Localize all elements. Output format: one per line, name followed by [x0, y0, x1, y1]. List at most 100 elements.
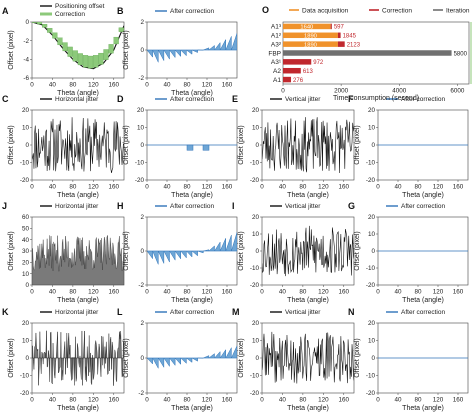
x-tick-label: 120: [202, 82, 213, 89]
panel-o: O Data acquisition Correction Iteration A1³ 1…: [262, 5, 472, 102]
x-tick-label: 120: [318, 289, 329, 296]
data-layer: [147, 144, 237, 151]
bar-value-label: 2123: [347, 42, 361, 48]
data-layer: [32, 235, 124, 285]
y-axis-label: Offset (pixel): [354, 125, 361, 165]
x-tick-label: 160: [109, 289, 120, 296]
panel-d: D After correction 0 40 80 120 160 -20 -10 0 10 20 T…: [117, 94, 238, 199]
x-tick-label: 0: [145, 397, 149, 404]
residual-tooth: [213, 41, 221, 51]
y-axis-label: Offset (pixel): [123, 231, 130, 271]
correction-step: [82, 55, 89, 68]
panel-g: G After correction 0 40 80 120 160 -20 -10 0 10 20 T…: [348, 201, 469, 304]
y-axis-label: Offset (pixel): [238, 338, 245, 378]
plot-frame: [31, 21, 125, 79]
x-tick-label: 160: [222, 289, 233, 296]
x-tick-label: 160: [222, 82, 233, 89]
residual-tooth: [152, 250, 159, 265]
residual-tooth: [225, 235, 232, 252]
x-tick-label: 40: [49, 397, 57, 404]
legend-label: Data acquisition: [302, 8, 349, 15]
panel-letter: G: [348, 201, 355, 211]
y-tick-label: 0: [140, 355, 144, 362]
jitter-line: [32, 117, 124, 174]
bar-acquisition: [283, 32, 338, 39]
x-axis-label: Theta (angle): [171, 297, 213, 304]
x-tick-label: 160: [339, 289, 350, 296]
bar-value-label: 613: [303, 69, 314, 75]
residual-tooth: [157, 357, 165, 369]
x-tick-label: 120: [433, 184, 444, 191]
x-tick-label: 4000: [392, 88, 407, 95]
y-tick-label: 20: [252, 107, 260, 114]
x-tick-label: 40: [279, 397, 287, 404]
residual-tooth: [219, 39, 226, 51]
y-tick-label: 20: [22, 260, 30, 267]
y-tick-label: 10: [368, 338, 376, 345]
data-layer: [147, 232, 237, 265]
y-tick-label: -10: [366, 160, 376, 167]
correction-step: [88, 55, 94, 69]
y-axis-label: Offset (pixel): [354, 231, 361, 271]
residual-tooth: [203, 355, 210, 359]
y-tick-label: 10: [252, 338, 260, 345]
residual-tooth: [152, 49, 159, 63]
x-tick-label: 0: [376, 289, 380, 296]
panel-letter: L: [117, 307, 123, 317]
x-tick-label: 0: [260, 397, 264, 404]
legend-label: After correction: [170, 8, 214, 15]
x-axis-label: Theta (angle): [171, 90, 213, 97]
x-tick-label: 2000: [334, 88, 349, 95]
x-axis-label: Theta (angle): [287, 297, 329, 304]
panel-letter: C: [2, 94, 9, 104]
legend-label: After correction: [170, 203, 214, 210]
category-label: A1²: [271, 33, 282, 40]
residual-tooth: [163, 250, 170, 263]
bar-value-label: 597: [334, 25, 345, 31]
correction-step: [72, 50, 78, 62]
data-layer: [262, 117, 354, 173]
residual-tooth: [185, 49, 193, 55]
legend-label: Correction: [55, 11, 85, 18]
residual-block: [202, 144, 210, 151]
y-tick-label: -10: [20, 373, 30, 380]
y-tick-label: 0: [140, 47, 144, 54]
y-tick-label: 20: [22, 320, 30, 327]
x-tick-label: 160: [222, 397, 233, 404]
x-tick-label: 40: [163, 82, 171, 89]
panel-k: K Horizontal jitter 0 40 80 120 160 -20 -10 0 10 20…: [2, 307, 125, 412]
x-tick-label: 120: [202, 397, 213, 404]
panel-c: C Horizontal jitter 0 40 80 120 160 -20 -10 0 10 20…: [2, 94, 125, 199]
x-tick-label: 120: [202, 184, 213, 191]
correction-step: [42, 24, 48, 28]
residual-tooth: [219, 348, 226, 359]
correction-step: [108, 44, 114, 54]
bar-correction: [337, 32, 341, 39]
x-tick-label: 160: [222, 184, 233, 191]
y-tick-label: 0: [140, 248, 144, 255]
x-tick-label: 80: [183, 289, 191, 296]
y-tick-label: 0: [371, 142, 375, 149]
x-tick-label: 0: [260, 289, 264, 296]
bar-correction: [337, 41, 345, 47]
x-tick-label: 40: [394, 184, 402, 191]
x-tick-label: 6000: [450, 88, 465, 95]
jitter-area: [32, 235, 124, 285]
correction-step: [32, 22, 37, 23]
jitter-line: [262, 225, 354, 277]
y-tick-label: -10: [366, 373, 376, 380]
panel-f: F After correction 0 40 80 120 160 -20 -10 0 10 20 T…: [348, 94, 469, 199]
y-axis-label: Offset (pixel): [8, 125, 15, 165]
y-tick-label: -20: [366, 390, 376, 397]
residual-tooth: [197, 250, 204, 254]
bar-correction: [330, 23, 332, 30]
panel-letter: E: [232, 94, 238, 104]
residual-tooth: [180, 357, 187, 364]
legend-label: After correction: [170, 96, 214, 103]
y-axis-label: Offset (pixel): [354, 338, 361, 378]
bar-inner-label: 1890: [304, 42, 317, 48]
y-tick-label: 20: [252, 214, 260, 221]
x-tick-label: 40: [163, 397, 171, 404]
